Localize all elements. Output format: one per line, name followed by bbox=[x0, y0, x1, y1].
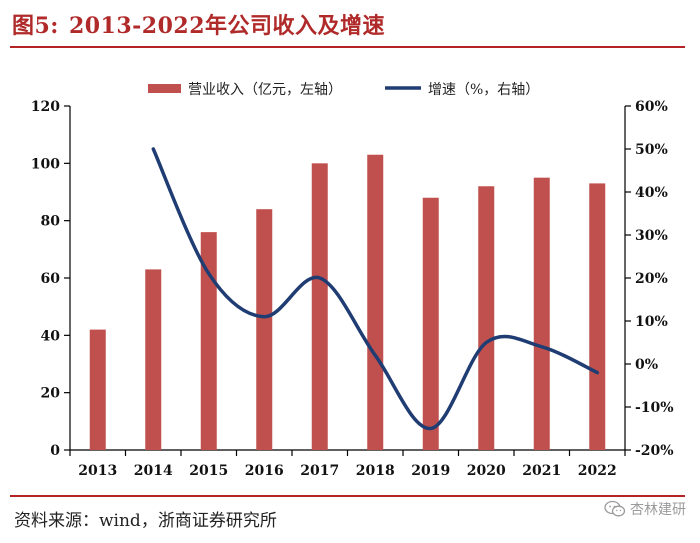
revenue-bar-2014 bbox=[145, 269, 162, 450]
x-axis-tick-label: 2014 bbox=[134, 463, 173, 479]
right-axis-tick-label: 0% bbox=[635, 357, 658, 373]
x-axis-tick-label: 2022 bbox=[578, 463, 617, 479]
revenue-bar-2020 bbox=[478, 186, 495, 450]
x-axis-tick-label: 2016 bbox=[245, 463, 284, 479]
x-axis-tick-label: 2018 bbox=[356, 463, 395, 479]
left-axis-tick-label: 100 bbox=[31, 156, 60, 172]
source-note: 资料来源：wind，浙商证券研究所 bbox=[14, 511, 277, 531]
left-axis-tick-label: 80 bbox=[41, 214, 61, 230]
left-axis-tick-label: 120 bbox=[31, 99, 60, 115]
wechat-icon bbox=[604, 500, 626, 517]
chart-axes: 0 20 40 60 80 100 120 -20% -10% 0% 10% 20% 30% 40% 50%… bbox=[31, 99, 674, 479]
right-axis-tick-label: -20% bbox=[635, 443, 674, 459]
left-axis-tick-label: 40 bbox=[41, 328, 61, 344]
x-axis-tick-label: 2019 bbox=[411, 463, 450, 479]
footer-divider bbox=[10, 495, 685, 497]
figure-number: 图5: bbox=[12, 13, 59, 39]
figure-title-text: 2013-2022年公司收入及增速 bbox=[68, 13, 386, 39]
right-axis-tick-label: 60% bbox=[635, 99, 668, 115]
revenue-bar-2019 bbox=[422, 197, 439, 450]
right-axis-tick-label: 30% bbox=[635, 228, 668, 244]
revenue-bar-2013 bbox=[89, 329, 106, 450]
revenue-bar-2018 bbox=[367, 154, 384, 450]
right-axis-tick-label: 10% bbox=[635, 314, 668, 330]
right-axis-tick-label: 50% bbox=[635, 142, 668, 158]
watermark: 杏林建研 bbox=[604, 499, 686, 519]
right-axis-tick-label: -10% bbox=[635, 400, 674, 416]
growth-line-group bbox=[151, 147, 600, 431]
left-axis-tick-label: 0 bbox=[50, 443, 60, 459]
growth-rate-line bbox=[151, 147, 600, 431]
right-axis-tick-label: 20% bbox=[635, 271, 668, 287]
revenue-bar-2021 bbox=[533, 177, 550, 450]
x-axis-tick-label: 2017 bbox=[300, 463, 339, 479]
legend-bar-swatch bbox=[148, 84, 181, 93]
left-axis-tick-label: 60 bbox=[41, 271, 61, 287]
right-axis-tick-label: 40% bbox=[635, 185, 668, 201]
legend-bar-label: 营业收入（亿元，左轴） bbox=[188, 82, 342, 98]
title-divider bbox=[10, 46, 685, 48]
figure-title: 图5: 2013-2022年公司收入及增速 bbox=[12, 6, 385, 42]
watermark-text: 杏林建研 bbox=[630, 502, 686, 518]
revenue-bar-2015 bbox=[200, 232, 217, 450]
x-axis-tick-label: 2015 bbox=[189, 463, 228, 479]
chart-legend: 营业收入（亿元，左轴） 增速（%，右轴） bbox=[148, 82, 539, 98]
x-axis-tick-label: 2013 bbox=[78, 463, 117, 479]
revenue-bar-2017 bbox=[311, 163, 328, 451]
revenue-bars bbox=[89, 154, 606, 451]
x-axis-tick-label: 2021 bbox=[522, 463, 561, 479]
revenue-bar-2016 bbox=[256, 209, 273, 450]
revenue-bar-2022 bbox=[589, 183, 606, 450]
left-axis-tick-label: 20 bbox=[41, 386, 61, 402]
x-axis-tick-label: 2020 bbox=[467, 463, 506, 479]
legend-line-label: 增速（%，右轴） bbox=[428, 82, 539, 98]
